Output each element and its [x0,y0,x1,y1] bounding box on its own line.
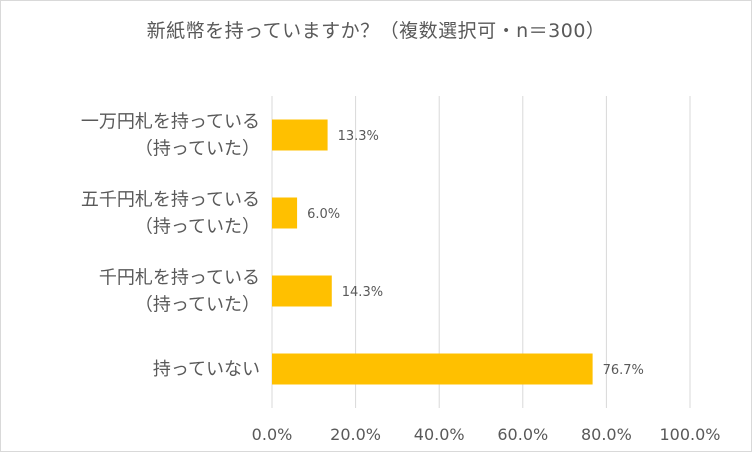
bar [272,197,298,229]
bar [272,353,593,385]
category-label: （持っていた） [135,139,260,160]
data-label: 13.3% [338,129,379,144]
data-label: 6.0% [307,207,340,222]
category-label: 千円札を持っている [99,268,260,289]
data-label: 76.7% [603,363,644,378]
x-tick-label: 80.0% [581,425,632,444]
x-tick-label: 100.0% [659,425,720,444]
x-tick-label: 60.0% [497,425,548,444]
category-label: 持っていない [153,359,260,380]
category-label: （持っていた） [135,217,260,238]
chart-title: 新紙幣を持っていますか？（複数選択可・n＝300） [146,20,606,42]
category-label: （持っていた） [135,295,260,316]
data-label: 14.3% [342,285,383,300]
bar [272,275,332,307]
x-tick-label: 0.0% [252,425,293,444]
category-label: 五千円札を持っている [81,190,260,211]
x-tick-label: 40.0% [414,425,465,444]
x-tick-label: 20.0% [330,425,381,444]
category-label: 一万円札を持っている [81,112,260,133]
bar [272,119,328,151]
